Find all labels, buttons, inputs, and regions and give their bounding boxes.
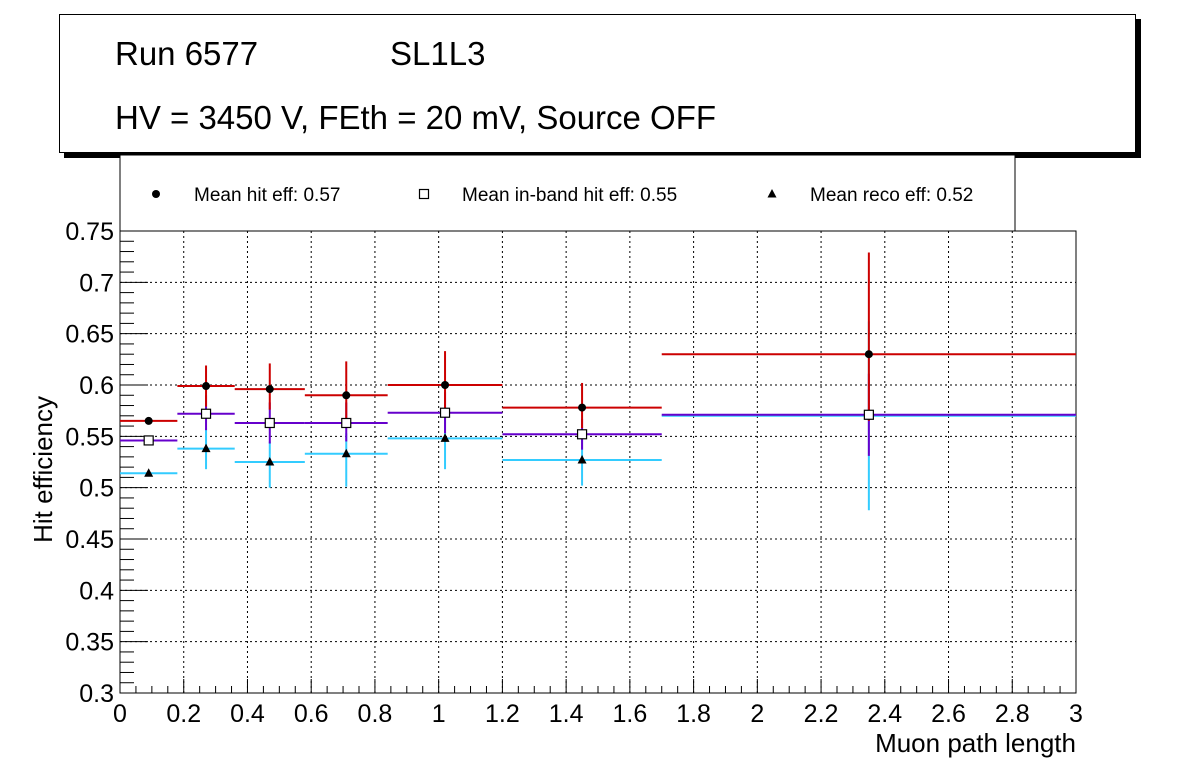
data-point-circle bbox=[441, 381, 450, 389]
x-tick-label: 0.2 bbox=[166, 700, 201, 728]
series-inband bbox=[120, 373, 1076, 456]
data-point-square bbox=[143, 435, 154, 446]
data-point-circle bbox=[864, 350, 873, 359]
y-tick-label: 0.45 bbox=[65, 526, 114, 554]
data-point-square bbox=[439, 407, 451, 418]
series-reco bbox=[120, 321, 1076, 511]
legend: Mean hit eff: 0.57 Mean in-band hit eff: … bbox=[119, 154, 1016, 232]
y-tick-label: 0.4 bbox=[79, 577, 114, 605]
x-tick-label: 0.4 bbox=[230, 700, 265, 728]
series-hit bbox=[120, 252, 1076, 429]
y-tick-label: 0.75 bbox=[65, 218, 114, 246]
data-point-square bbox=[264, 417, 275, 429]
data-point-circle bbox=[202, 382, 211, 391]
data-point-triangle bbox=[341, 448, 351, 458]
x-tick-label: 2.6 bbox=[931, 700, 966, 728]
x-tick-label: 1 bbox=[432, 700, 446, 728]
data-point-triangle bbox=[144, 468, 154, 477]
grid bbox=[120, 231, 1076, 693]
x-tick-label: 2.4 bbox=[867, 700, 902, 728]
x-tick-label: 1.8 bbox=[676, 700, 711, 728]
data-point-square bbox=[863, 409, 874, 420]
x-tick-label: 0.6 bbox=[294, 700, 329, 728]
data-point-triangle bbox=[265, 457, 275, 466]
y-tick-label: 0.65 bbox=[65, 321, 114, 349]
x-tick-label: 2.8 bbox=[995, 700, 1030, 728]
data-point-triangle bbox=[767, 189, 777, 198]
run-label: Run 6577 bbox=[115, 35, 259, 72]
data-point-square bbox=[200, 408, 212, 419]
x-tick-label: 1.2 bbox=[485, 700, 520, 728]
y-tick-label: 0.55 bbox=[65, 423, 114, 451]
x-tick-label: 0.8 bbox=[358, 700, 393, 728]
legend-label: Mean in-band hit eff: 0.55 bbox=[462, 185, 677, 206]
legend-label: Mean hit eff: 0.57 bbox=[194, 185, 340, 206]
y-tick-label: 0.7 bbox=[79, 269, 114, 297]
data-point-triangle bbox=[440, 433, 450, 442]
data-point-triangle bbox=[577, 454, 587, 464]
layer-label: SL1L3 bbox=[390, 35, 486, 72]
data-point-square bbox=[576, 429, 588, 440]
data-point-square bbox=[341, 417, 352, 429]
x-tick-label: 1.4 bbox=[549, 700, 584, 728]
data-point-circle bbox=[144, 416, 153, 425]
y-tick-label: 0.6 bbox=[79, 372, 114, 400]
conditions-label: HV = 3450 V, FEth = 20 mV, Source OFF bbox=[115, 99, 717, 136]
y-axis-label: Hit efficiency bbox=[28, 396, 58, 543]
x-tick-label: 1.6 bbox=[612, 700, 647, 728]
x-tick-label: 2.2 bbox=[804, 700, 839, 728]
y-tick-label: 0.3 bbox=[79, 680, 114, 708]
data-point-triangle bbox=[201, 443, 211, 453]
title-box: Run 6577 SL1L3 HV = 3450 V, FEth = 20 mV… bbox=[59, 14, 1136, 153]
legend-label: Mean reco eff: 0.52 bbox=[810, 185, 973, 206]
data-point-circle bbox=[578, 403, 587, 412]
y-tick-label: 0.35 bbox=[65, 629, 114, 657]
data-point-circle bbox=[152, 190, 160, 198]
axes: 0 0.2 0.4 0.6 0.8 1 1.2 1.4 1.6 1.8 2 2.2 2.4 2.6 2.8 3… bbox=[65, 218, 1083, 728]
x-tick-label: 3 bbox=[1069, 700, 1083, 728]
x-axis-label: Muon path length bbox=[875, 728, 1076, 758]
legend-frame bbox=[119, 154, 1016, 232]
data-series bbox=[120, 252, 1076, 511]
y-tick-label: 0.5 bbox=[79, 475, 114, 503]
x-tick-label: 0 bbox=[113, 700, 127, 728]
x-tick-label: 2 bbox=[750, 700, 764, 728]
data-point-circle bbox=[342, 391, 351, 400]
data-point-square bbox=[418, 188, 430, 200]
data-point-circle bbox=[265, 385, 274, 394]
